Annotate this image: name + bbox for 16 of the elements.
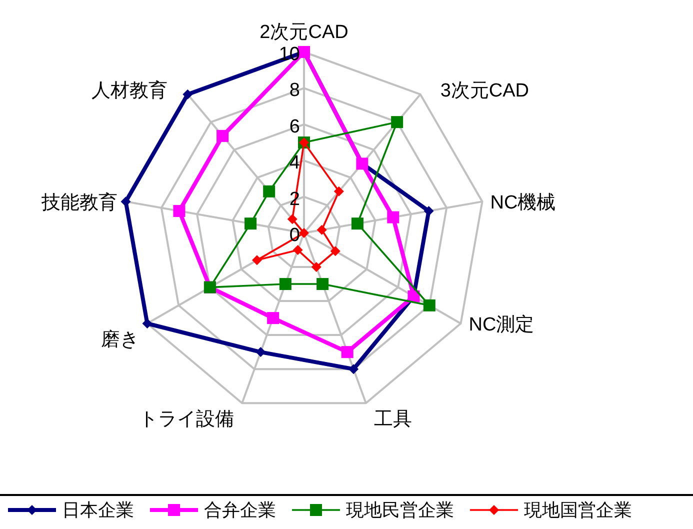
legend-label: 現地民営企業 <box>346 500 454 520</box>
y-tick-label: 8 <box>289 80 300 102</box>
legend-label: 合弁企業 <box>204 500 276 520</box>
spoke-label: NC機械 <box>490 192 556 214</box>
spoke-label: 技能教育 <box>40 192 118 214</box>
legend-label: 日本企業 <box>62 500 134 520</box>
spoke-label: 3次元CAD <box>440 80 530 102</box>
spoke-label: 人材教育 <box>92 79 168 102</box>
spoke-label: 工具 <box>374 409 412 430</box>
spoke-label: 磨き <box>101 328 140 350</box>
legend-label: 現地国営企業 <box>524 500 632 520</box>
y-tick-label: 6 <box>289 116 300 138</box>
y-tick-label: 4 <box>289 152 300 174</box>
spoke-label: NC測定 <box>468 314 534 336</box>
spoke-label: 2次元CAD <box>260 22 348 43</box>
spoke-label: トライ設備 <box>139 409 234 430</box>
